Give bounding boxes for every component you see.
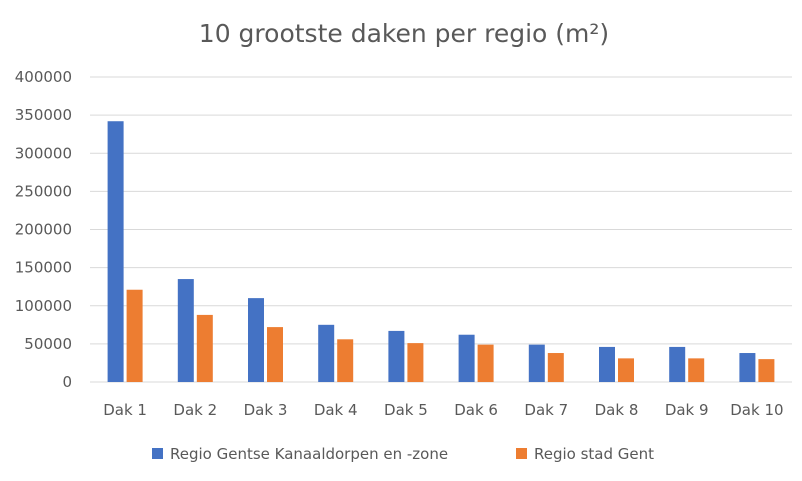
x-tick-label: Dak 7 xyxy=(524,401,568,419)
x-tick-label: Dak 4 xyxy=(314,401,358,419)
legend-swatch xyxy=(516,448,527,459)
x-tick-label: Dak 1 xyxy=(103,401,147,419)
bar-kanaaldorpen-2 xyxy=(177,279,194,382)
bar-stad-gent-9 xyxy=(688,358,705,382)
bar-stad-gent-4 xyxy=(337,339,354,382)
bar-stad-gent-3 xyxy=(267,327,283,382)
bar-kanaaldorpen-7 xyxy=(528,344,545,382)
y-tick-label: 150000 xyxy=(15,259,72,277)
legend-label: Regio stad Gent xyxy=(534,445,654,463)
bar-stad-gent-10 xyxy=(758,359,775,382)
x-tick-label: Dak 5 xyxy=(384,401,428,419)
bar-stad-gent-6 xyxy=(477,344,494,382)
x-tick-label: Dak 8 xyxy=(595,401,639,419)
y-tick-label: 300000 xyxy=(15,144,72,162)
x-tick-label: Dak 10 xyxy=(730,401,783,419)
bar-kanaaldorpen-8 xyxy=(599,346,615,382)
gridlines xyxy=(90,76,792,383)
y-tick-label: 350000 xyxy=(15,106,72,124)
bar-kanaaldorpen-1 xyxy=(107,121,124,382)
bar-stad-gent-5 xyxy=(407,343,424,382)
y-tick-label: 50000 xyxy=(24,335,72,353)
y-axis-tick-labels: 0 50000 100000 150000 200000 250000 300000 3500… xyxy=(15,68,72,391)
bar-kanaaldorpen-5 xyxy=(388,330,405,382)
chart-title: 10 grootste daken per regio (m²) xyxy=(199,19,609,48)
bar-stad-gent-7 xyxy=(547,353,564,382)
bars xyxy=(107,121,775,382)
y-tick-label: 0 xyxy=(62,373,72,391)
x-tick-label: Dak 6 xyxy=(454,401,498,419)
x-tick-label: Dak 9 xyxy=(665,401,709,419)
bar-kanaaldorpen-3 xyxy=(248,298,264,382)
bar-kanaaldorpen-10 xyxy=(739,353,756,382)
y-tick-label: 100000 xyxy=(15,297,72,315)
bar-kanaaldorpen-9 xyxy=(669,346,686,382)
bar-stad-gent-8 xyxy=(618,358,634,382)
y-tick-label: 400000 xyxy=(15,68,72,86)
bar-kanaaldorpen-4 xyxy=(318,324,335,382)
x-tick-label: Dak 2 xyxy=(173,401,217,419)
bar-kanaaldorpen-6 xyxy=(458,334,475,382)
bar-stad-gent-2 xyxy=(196,314,213,382)
x-axis-tick-labels: Dak 1 Dak 2 Dak 3 Dak 4 Dak 5 Dak 6 Dak 7 Dak 8… xyxy=(103,401,783,419)
y-tick-label: 250000 xyxy=(15,182,72,200)
legend: Regio Gentse Kanaaldorpen en -zone Regio … xyxy=(152,445,654,463)
legend-label: Regio Gentse Kanaaldorpen en -zone xyxy=(170,445,448,463)
y-tick-label: 200000 xyxy=(15,221,72,239)
legend-swatch xyxy=(152,448,163,459)
x-tick-label: Dak 3 xyxy=(244,401,288,419)
bar-stad-gent-1 xyxy=(126,289,143,382)
